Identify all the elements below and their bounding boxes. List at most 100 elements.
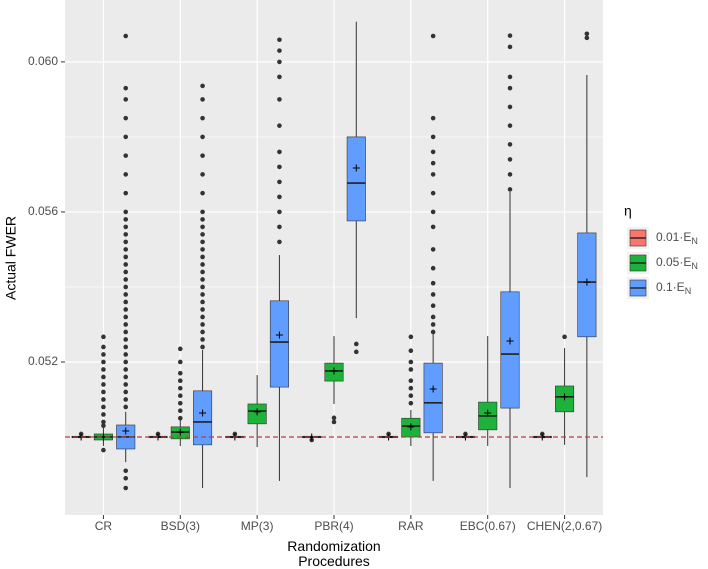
box	[423, 362, 443, 434]
y-tick-label: 0.056	[28, 204, 58, 218]
box	[346, 136, 366, 222]
mean-marker	[122, 427, 130, 435]
outlier	[408, 348, 414, 354]
outlier	[123, 322, 129, 327]
outlier	[200, 209, 205, 215]
outlier	[101, 367, 106, 372]
outlier	[123, 307, 129, 312]
outlier	[277, 97, 282, 102]
outlier	[277, 149, 282, 155]
mean-marker	[275, 331, 283, 339]
mean-marker	[176, 428, 184, 436]
outlier	[408, 378, 414, 384]
mean-marker	[484, 409, 492, 417]
outlier	[123, 254, 129, 260]
outlier	[101, 419, 106, 425]
outlier	[430, 209, 436, 215]
outlier	[123, 389, 129, 395]
outlier	[123, 367, 129, 372]
outlier	[408, 400, 414, 406]
outlier	[123, 485, 129, 491]
outlier	[123, 247, 129, 252]
outlier	[123, 209, 129, 215]
outlier	[123, 262, 129, 267]
outlier	[200, 254, 205, 260]
box	[269, 300, 289, 388]
outlier	[123, 224, 129, 230]
outlier	[430, 33, 436, 39]
outlier	[200, 269, 205, 275]
outlier	[123, 232, 129, 237]
x-tick-label: BSD(3)	[161, 519, 200, 533]
outlier	[200, 153, 205, 158]
outlier	[200, 329, 205, 335]
outlier	[277, 48, 282, 53]
mean-marker	[253, 408, 261, 416]
outlier	[123, 374, 129, 380]
outlier	[430, 314, 436, 320]
outlier	[177, 378, 183, 384]
outlier	[123, 284, 129, 290]
outlier	[177, 346, 183, 352]
outlier	[200, 314, 205, 320]
outlier	[200, 232, 205, 237]
mean-marker	[199, 409, 207, 417]
outlier	[408, 385, 414, 391]
outlier	[177, 370, 183, 376]
mean-marker	[330, 367, 338, 375]
outlier	[123, 359, 129, 365]
outlier	[353, 341, 359, 347]
outlier	[123, 397, 129, 402]
outlier	[430, 329, 436, 335]
outlier	[200, 307, 205, 312]
outlier	[177, 385, 183, 391]
outlier	[177, 415, 183, 421]
outlier	[507, 142, 513, 147]
outlier	[101, 423, 106, 429]
outlier	[507, 187, 513, 192]
outlier	[123, 277, 129, 282]
outlier	[123, 239, 129, 245]
outlier	[430, 265, 436, 271]
outlier	[331, 415, 337, 421]
outlier	[430, 149, 436, 155]
outlier	[408, 367, 414, 372]
outlier	[200, 299, 205, 305]
outlier	[200, 172, 205, 177]
outlier	[200, 97, 205, 102]
outlier	[123, 97, 129, 102]
mean-marker	[583, 278, 591, 286]
outlier	[507, 104, 513, 110]
outlier	[123, 172, 129, 177]
outlier	[123, 314, 129, 320]
box	[193, 390, 213, 446]
outlier	[430, 134, 436, 140]
outlier	[430, 160, 436, 166]
outlier	[101, 334, 106, 340]
outlier	[123, 33, 129, 39]
outlier	[507, 44, 513, 50]
outlier	[430, 247, 436, 252]
outlier	[123, 329, 129, 335]
outlier	[101, 352, 106, 357]
outlier	[200, 277, 205, 282]
outlier	[277, 239, 282, 245]
outlier	[277, 224, 282, 230]
outlier	[123, 292, 129, 297]
outlier	[123, 85, 129, 91]
outlier	[177, 400, 183, 406]
outlier	[177, 359, 183, 365]
outlier	[353, 349, 359, 355]
outlier	[507, 33, 513, 38]
outlier	[200, 344, 205, 350]
outlier	[430, 292, 436, 297]
legend-title: η	[624, 203, 632, 219]
outlier	[408, 359, 414, 365]
outlier	[200, 134, 205, 140]
outlier	[123, 269, 129, 275]
outlier	[101, 374, 106, 380]
outlier	[200, 190, 205, 196]
x-tick-label: PBR(4)	[314, 519, 353, 533]
